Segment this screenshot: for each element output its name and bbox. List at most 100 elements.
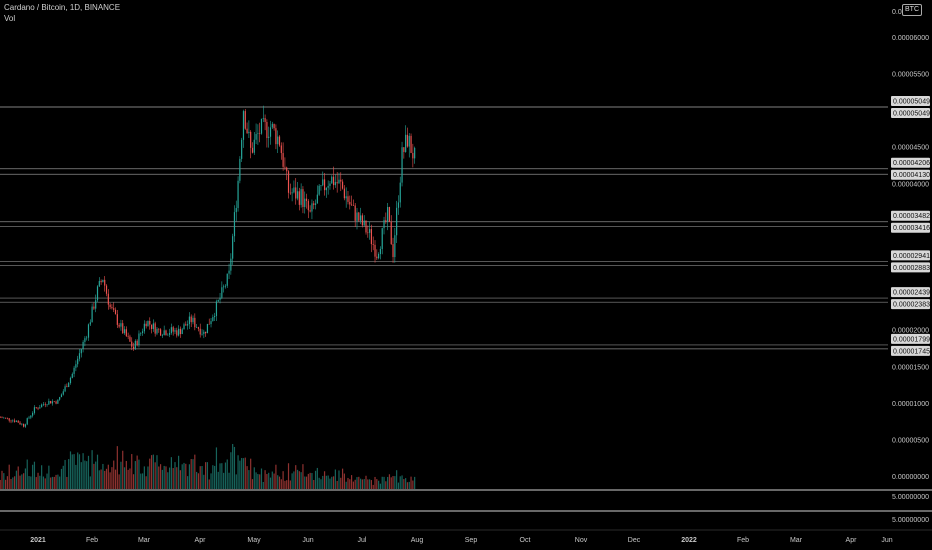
volume-bar (349, 479, 351, 489)
candlestick-series (0, 105, 416, 428)
candle-body (87, 324, 90, 338)
candle-body (305, 198, 308, 201)
volume-bar (197, 473, 200, 489)
volume-bar (289, 480, 291, 489)
candle-body (168, 332, 171, 335)
volume-bar (89, 476, 91, 489)
volume-bar (237, 455, 239, 489)
candle-body (212, 317, 214, 322)
volume-bar (396, 470, 398, 489)
candle-body (235, 208, 237, 213)
candle-body (120, 323, 122, 327)
candle-body (300, 189, 302, 205)
candle-body (390, 221, 392, 245)
volume-bar (298, 471, 300, 489)
candle-body (237, 180, 239, 209)
volume-bar (253, 467, 255, 489)
symbol-title[interactable]: Cardano / Bitcoin, 1D, BINANCE (4, 3, 121, 12)
volume-bar (145, 476, 147, 489)
candle-body (50, 400, 52, 404)
time-tick-label: Dec (628, 537, 641, 544)
candle-body (259, 133, 261, 134)
volume-bar (278, 476, 281, 489)
candle-body (24, 424, 27, 427)
volume-bar (32, 464, 34, 489)
volume-axis[interactable]: 5.00000000 5.00000000 (892, 494, 929, 524)
candle-body (109, 304, 111, 308)
candle-body (37, 407, 39, 409)
candle-body (131, 341, 133, 347)
candle-body (244, 111, 246, 129)
volume-bar (53, 476, 55, 489)
volume-bar (287, 463, 290, 489)
level-price-tag (891, 108, 930, 119)
volume-bar (370, 480, 373, 489)
volume-bar (154, 462, 156, 489)
candle-body (1, 417, 3, 418)
candle-body (215, 301, 218, 317)
candle-body (264, 118, 266, 122)
level-price-tag (891, 287, 930, 298)
candle-body (149, 320, 151, 325)
candle-body (179, 328, 181, 335)
time-axis[interactable]: 2021 Feb Mar Apr May Jun Jul Aug Sep Oct Nov Dec 202… (30, 537, 893, 544)
volume-bar (109, 472, 111, 489)
volume-bar (165, 466, 167, 489)
candle-body (336, 182, 338, 184)
volume-indicator-label[interactable]: Vol (4, 14, 16, 23)
candle-body (320, 185, 322, 186)
candle-body (350, 204, 353, 206)
volume-bar (277, 475, 279, 489)
candle-body (379, 248, 382, 255)
volume-bar (118, 474, 120, 489)
time-tick-label: Apr (195, 537, 207, 544)
candle-body (295, 187, 297, 199)
volume-bar (352, 481, 354, 489)
currency-badge-label: BTC (905, 6, 919, 13)
volume-bar (369, 479, 371, 489)
candle-body (194, 317, 196, 328)
volume-bar (385, 481, 387, 489)
candle-body (73, 367, 75, 374)
candle-body (302, 189, 304, 208)
volume-bar (143, 466, 145, 489)
candle-body (78, 353, 81, 359)
volume-bar (82, 453, 84, 489)
volume-bar (367, 479, 369, 489)
volume-bar (0, 479, 1, 489)
level-price-tag-label: 0.00002883 (893, 265, 930, 272)
volume-bar (336, 480, 338, 489)
volume-bar (235, 474, 237, 489)
volume-bar (30, 476, 32, 489)
candle-body (406, 134, 409, 147)
volume-bar (105, 468, 108, 489)
volume-bar (233, 446, 236, 489)
volume-bar (356, 477, 358, 489)
volume-bar (71, 454, 73, 489)
volume-bar (190, 459, 192, 489)
volume-bar (345, 481, 347, 489)
candle-body (100, 281, 102, 283)
candle-body (48, 400, 50, 405)
level-price-tag (891, 250, 930, 261)
candle-body (107, 293, 109, 305)
candle-body (15, 420, 18, 422)
currency-badge[interactable]: BTC (902, 4, 922, 16)
time-tick-label: Mar (790, 537, 803, 544)
candle-body (277, 136, 279, 145)
candle-body (41, 404, 43, 408)
candle-body (210, 321, 212, 325)
volume-bar (122, 450, 124, 489)
candle-body (385, 220, 387, 222)
price-axis[interactable]: 0.00006000 0.00005500 0.00004500 0.00004000… (891, 9, 930, 481)
volume-bar (271, 471, 273, 489)
volume-bar (341, 468, 344, 489)
level-price-tag (891, 157, 930, 168)
candle-body (372, 244, 374, 245)
volume-bar (123, 467, 126, 489)
volume-tick-label: 5.00000000 (892, 517, 929, 524)
candle-body (397, 202, 400, 208)
candle-body (23, 423, 25, 427)
volume-bar (264, 470, 266, 489)
